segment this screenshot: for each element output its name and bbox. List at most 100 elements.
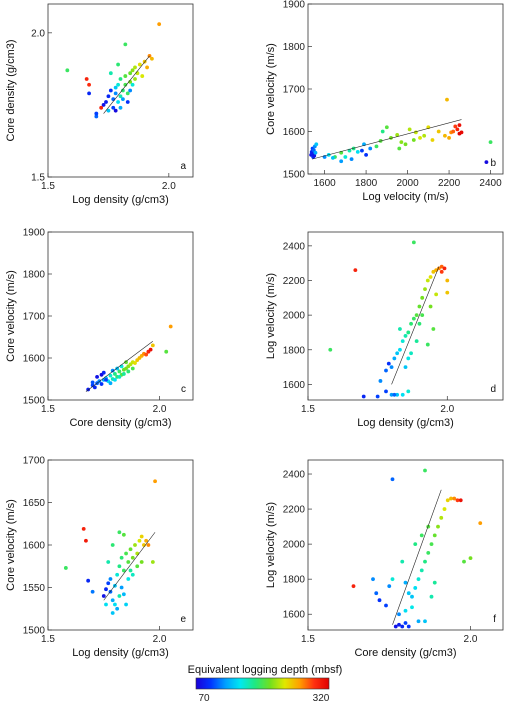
data-point xyxy=(406,330,411,335)
data-point xyxy=(407,127,412,132)
data-point xyxy=(419,568,424,573)
data-point xyxy=(87,82,91,87)
data-point xyxy=(113,602,117,607)
data-point xyxy=(133,77,137,81)
data-point xyxy=(108,71,113,76)
data-point xyxy=(343,155,348,159)
data-point xyxy=(392,392,397,397)
x-tick-label: 1600 xyxy=(313,178,336,189)
data-point xyxy=(462,559,466,564)
x-axis-label: Core density (g/cm3) xyxy=(354,647,456,659)
data-point xyxy=(411,316,416,321)
data-point xyxy=(126,560,131,564)
data-point xyxy=(400,392,405,397)
data-point xyxy=(113,108,118,113)
data-point xyxy=(126,369,131,374)
data-point xyxy=(113,91,118,96)
y-tick-label: 1700 xyxy=(23,312,46,323)
data-point xyxy=(328,347,333,352)
data-point xyxy=(452,496,457,501)
data-point xyxy=(397,612,401,617)
data-point xyxy=(436,524,440,529)
data-point xyxy=(150,560,155,564)
panel-d: 1.5 2.0 1600 1800 2000 2200 2400 Log density (g… xyxy=(265,231,504,429)
data-point xyxy=(133,65,137,70)
data-point xyxy=(330,155,335,160)
data-point xyxy=(110,611,115,615)
data-point xyxy=(164,349,169,354)
data-point xyxy=(413,542,418,547)
data-point xyxy=(92,385,97,390)
x-axis-label: Log velocity (m/s) xyxy=(362,191,448,203)
data-point xyxy=(130,572,135,577)
data-point xyxy=(422,133,427,138)
colorbar-max-label: 320 xyxy=(313,693,330,704)
data-point xyxy=(128,88,133,93)
data-point xyxy=(351,146,356,151)
data-point xyxy=(104,377,108,382)
data-point xyxy=(443,133,447,138)
data-point xyxy=(124,602,128,607)
data-point xyxy=(449,496,453,501)
data-point xyxy=(414,339,419,344)
data-point xyxy=(426,550,431,555)
data-point xyxy=(168,324,173,329)
data-point xyxy=(157,22,162,27)
data-point xyxy=(121,532,126,537)
data-point xyxy=(123,74,128,78)
data-point xyxy=(410,605,414,610)
data-point xyxy=(386,361,391,366)
y-axis-label: Log velocity (m/s) xyxy=(265,273,277,359)
plot-frame xyxy=(307,3,504,175)
data-point xyxy=(110,368,115,373)
data-point xyxy=(374,144,379,149)
data-point xyxy=(395,351,400,356)
data-point xyxy=(403,334,408,338)
data-point xyxy=(419,533,424,538)
data-point xyxy=(439,515,444,520)
data-point xyxy=(150,56,154,61)
data-point xyxy=(110,543,115,547)
panel-c: 1.5 2.0 1500 1600 1700 1800 1900 Core density (… xyxy=(5,228,194,429)
data-point xyxy=(111,105,116,110)
data-point xyxy=(451,129,456,134)
data-point xyxy=(414,313,419,318)
data-point xyxy=(121,97,125,102)
data-point xyxy=(124,551,128,556)
data-point xyxy=(399,140,404,145)
data-point xyxy=(117,369,122,374)
data-point xyxy=(115,606,120,611)
data-point xyxy=(117,564,122,569)
data-point xyxy=(423,468,427,473)
data-point xyxy=(374,591,379,596)
x-axis-label: Log density (g/cm3) xyxy=(72,647,169,659)
data-point xyxy=(135,564,140,569)
data-point xyxy=(150,343,155,348)
data-point xyxy=(436,129,441,134)
panel-letter: c xyxy=(181,384,186,395)
x-tick-label: 2.0 xyxy=(440,404,454,415)
data-point xyxy=(121,592,126,597)
data-point xyxy=(117,375,122,379)
data-point xyxy=(393,624,398,629)
data-point xyxy=(455,498,460,503)
data-point xyxy=(445,278,450,283)
data-point xyxy=(128,568,133,573)
y-tick-label: 1800 xyxy=(283,575,306,586)
data-point xyxy=(110,598,115,603)
data-point xyxy=(442,507,447,511)
data-point xyxy=(389,365,394,369)
data-point xyxy=(425,342,430,347)
data-point xyxy=(439,269,444,274)
fit-line xyxy=(85,340,154,392)
data-point xyxy=(104,587,108,592)
data-point xyxy=(139,534,144,539)
data-point xyxy=(139,560,144,564)
data-point xyxy=(140,74,145,78)
data-point xyxy=(116,100,120,104)
data-point xyxy=(392,356,397,361)
data-point xyxy=(398,347,402,352)
data-point xyxy=(431,327,436,331)
plot-frame xyxy=(307,231,504,401)
data-point xyxy=(128,71,133,76)
